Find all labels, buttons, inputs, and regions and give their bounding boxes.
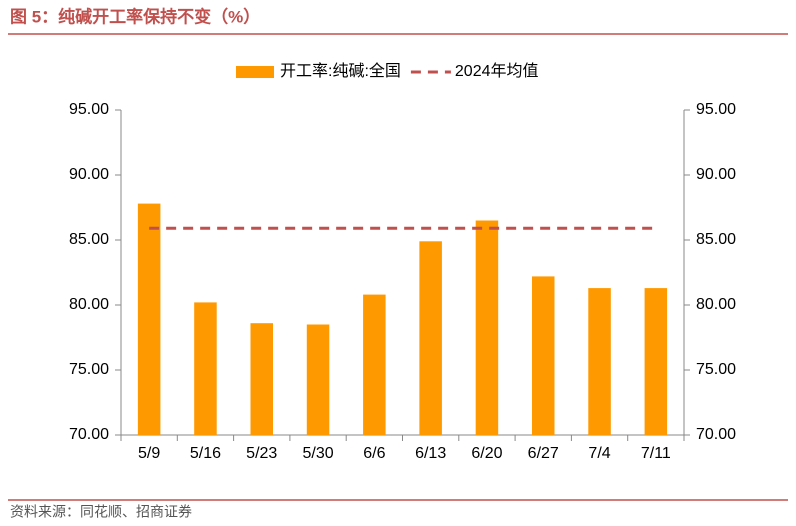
chart-title: 图 5：纯碱开工率保持不变（%） — [10, 6, 260, 26]
bar — [588, 288, 611, 435]
x-tick-label: 6/27 — [528, 445, 559, 462]
bar — [250, 323, 274, 435]
y2-tick-label: 85.00 — [696, 231, 736, 248]
bar — [475, 220, 499, 435]
x-tick-label: 5/16 — [190, 445, 221, 462]
y-tick-label: 75.00 — [69, 361, 109, 378]
y-tick-label: 90.00 — [69, 166, 109, 183]
x-tick-label: 7/11 — [641, 445, 671, 462]
bar — [306, 324, 330, 435]
y-tick-label: 80.00 — [69, 296, 109, 313]
y2-tick-label: 70.00 — [696, 426, 736, 443]
y-tick-label: 85.00 — [69, 231, 109, 248]
x-tick-label: 5/9 — [138, 445, 160, 462]
x-tick-label: 6/6 — [363, 445, 385, 462]
bar — [194, 302, 217, 435]
x-tick-label: 6/20 — [471, 445, 502, 462]
bar — [137, 203, 161, 435]
legend-swatch — [236, 66, 274, 78]
x-tick-label: 7/4 — [588, 445, 610, 462]
y2-tick-label: 90.00 — [696, 166, 736, 183]
y-tick-label: 70.00 — [69, 426, 109, 443]
y2-tick-label: 95.00 — [696, 101, 736, 118]
bar — [531, 276, 555, 435]
x-tick-label: 5/30 — [302, 445, 333, 462]
bar — [363, 294, 386, 435]
source: 资料来源：同花顺、招商证券 — [10, 504, 192, 520]
legend-label: 2024年均值 — [455, 62, 539, 80]
legend-label: 开工率:纯碱:全国 — [280, 62, 401, 80]
y2-tick-label: 75.00 — [696, 361, 736, 378]
y2-tick-label: 80.00 — [696, 296, 736, 313]
y-tick-label: 95.00 — [69, 101, 109, 118]
bar — [419, 241, 442, 435]
x-tick-label: 6/13 — [415, 445, 446, 462]
x-tick-label: 5/23 — [246, 445, 277, 462]
bar — [644, 288, 668, 435]
